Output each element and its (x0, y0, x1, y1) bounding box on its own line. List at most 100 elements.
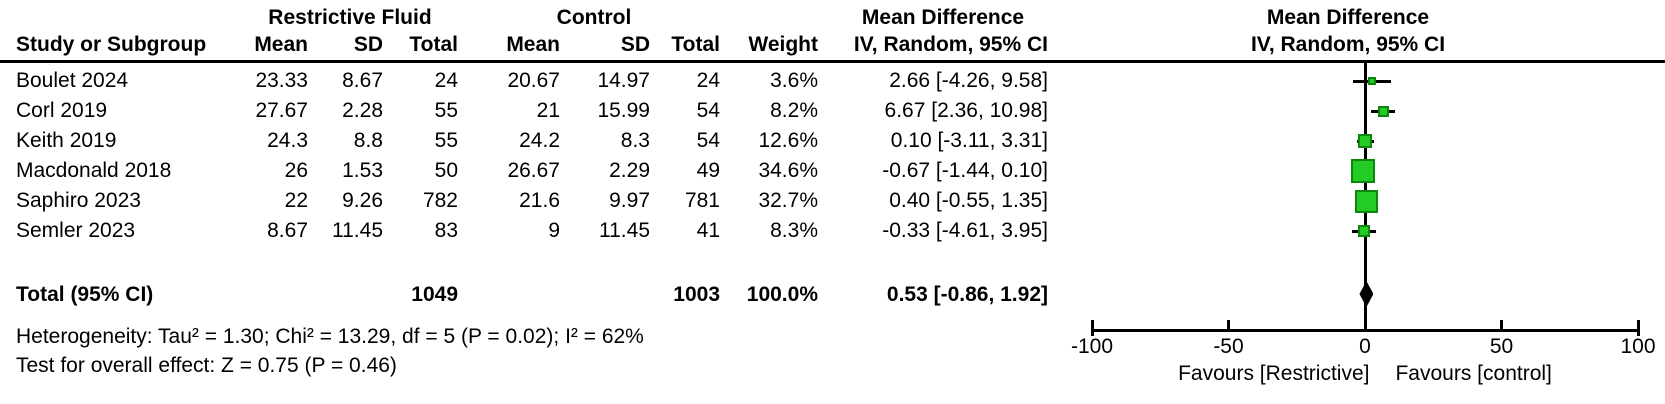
column-header-sd2: SD (620, 33, 650, 56)
favours-labels: Favours [Restrictive] Favours [control] (1085, 361, 1645, 387)
weight-value: 3.6% (770, 69, 818, 92)
table-row: Semler 2023 8.67 11.45 83 9 11.45 41 8.3… (0, 216, 1060, 246)
sd-restrictive: 11.45 (332, 219, 383, 242)
column-header-mean1: Mean (254, 33, 308, 56)
ci-text: 0.40 [-0.55, 1.35] (889, 189, 1048, 212)
column-header-ci-right: IV, Random, 95% CI (1250, 33, 1446, 56)
total-n-control: 1003 (673, 283, 720, 306)
study-label: Boulet 2024 (16, 69, 129, 92)
favours-right-label: Favours [control] (1395, 362, 1552, 385)
total-row: Total (95% CI) 1049 1003 100.0% 0.53 [-0… (0, 280, 1060, 310)
weight-value: 12.6% (758, 129, 818, 152)
mean-restrictive: 26 (284, 159, 308, 182)
sd-restrictive: 2.28 (342, 99, 383, 122)
mean-control: 21 (536, 99, 560, 122)
study-weight-marker (1358, 134, 1373, 148)
total-weight: 100.0% (746, 283, 818, 306)
axis-tick-label: 50 (1489, 335, 1514, 358)
study-weight-marker (1354, 189, 1378, 213)
axis-tick-label: 0 (1359, 335, 1371, 358)
mean-restrictive: 22 (284, 189, 308, 212)
sd-control: 15.99 (597, 99, 650, 122)
x-axis (1092, 329, 1638, 332)
table-row: Boulet 2024 23.33 8.67 24 20.67 14.97 24… (0, 66, 1060, 96)
overall-effect-text: Test for overall effect: Z = 0.75 (P = 0… (16, 354, 397, 377)
total-restrictive: 782 (422, 189, 458, 212)
mean-control: 20.67 (507, 69, 560, 92)
group-header-mean-difference-left: Mean Difference (861, 6, 1025, 29)
group-header-control: Control (556, 6, 632, 29)
mean-restrictive: 24.3 (267, 129, 308, 152)
study-label: Saphiro 2023 (16, 189, 141, 212)
study-label: Corl 2019 (16, 99, 108, 122)
total-restrictive: 83 (434, 219, 458, 242)
table-row: Macdonald 2018 26 1.53 50 26.67 2.29 49 … (0, 156, 1060, 186)
sd-restrictive: 9.26 (342, 189, 383, 212)
sd-restrictive: 1.53 (342, 159, 383, 182)
table-row: Corl 2019 27.67 2.28 55 21 15.99 54 8.2%… (0, 96, 1060, 126)
total-control: 24 (696, 69, 720, 92)
column-header-study: Study or Subgroup (16, 33, 207, 56)
total-control: 781 (684, 189, 720, 212)
sd-control: 8.3 (620, 129, 650, 152)
axis-tick (1363, 320, 1367, 329)
column-header-total2: Total (671, 33, 720, 56)
total-control: 54 (696, 129, 720, 152)
column-header-total1: Total (409, 33, 458, 56)
table-row: Saphiro 2023 22 9.26 782 21.6 9.97 781 3… (0, 186, 1060, 216)
total-control: 54 (696, 99, 720, 122)
study-weight-marker (1368, 77, 1377, 85)
total-control: 41 (696, 219, 720, 242)
total-restrictive: 55 (434, 129, 458, 152)
sd-control: 2.29 (609, 159, 650, 182)
table-row: Keith 2019 24.3 8.8 55 24.2 8.3 54 12.6%… (0, 126, 1060, 156)
total-label: Total (95% CI) (16, 283, 154, 306)
weight-value: 8.2% (770, 99, 818, 122)
study-label: Keith 2019 (16, 129, 117, 152)
mean-control: 9 (548, 219, 560, 242)
total-ci-text: 0.53 [-0.86, 1.92] (886, 283, 1048, 306)
axis-tick (1090, 320, 1094, 336)
group-header-mean-difference-right: Mean Difference (1266, 6, 1430, 29)
mean-restrictive: 27.67 (255, 99, 308, 122)
axis-tick-label: -100 (1070, 335, 1114, 358)
sd-restrictive: 8.67 (342, 69, 383, 92)
sd-control: 11.45 (599, 219, 650, 242)
sd-restrictive: 8.8 (353, 129, 383, 152)
ci-text: 0.10 [-3.11, 3.31] (890, 129, 1048, 152)
heterogeneity-text: Heterogeneity: Tau² = 1.30; Chi² = 13.29… (16, 325, 644, 348)
weight-value: 34.6% (758, 159, 818, 182)
sd-control: 9.97 (609, 189, 650, 212)
pooled-effect-diamond (1359, 281, 1374, 307)
mean-control: 26.67 (507, 159, 560, 182)
axis-tick (1227, 320, 1230, 329)
sd-control: 14.97 (597, 69, 650, 92)
total-restrictive: 55 (434, 99, 458, 122)
ci-text: -0.67 [-1.44, 0.10] (882, 159, 1048, 182)
column-header-ci-left: IV, Random, 95% CI (853, 33, 1048, 56)
header-separator-line (0, 60, 1665, 63)
total-restrictive: 50 (434, 159, 458, 182)
column-header-weight: Weight (748, 33, 818, 56)
study-label: Semler 2023 (16, 219, 136, 242)
total-control: 49 (696, 159, 720, 182)
column-header-sd1: SD (353, 33, 383, 56)
ci-text: -0.33 [-4.61, 3.95] (882, 219, 1048, 242)
study-weight-marker (1351, 159, 1376, 183)
total-restrictive: 24 (434, 69, 458, 92)
study-weight-marker (1377, 105, 1389, 117)
weight-value: 32.7% (758, 189, 818, 212)
group-header-restrictive: Restrictive Fluid (268, 6, 432, 29)
mean-control: 24.2 (519, 129, 560, 152)
ci-text: 6.67 [2.36, 10.98] (884, 99, 1048, 122)
mean-restrictive: 23.33 (255, 69, 308, 92)
mean-control: 21.6 (519, 189, 560, 212)
favours-left-label: Favours [Restrictive] (1178, 362, 1370, 385)
axis-tick (1500, 320, 1503, 329)
column-header-mean2: Mean (506, 33, 560, 56)
total-n-restrictive: 1049 (411, 283, 458, 306)
axis-tick-label: 100 (1620, 335, 1656, 358)
axis-tick-label: -50 (1213, 335, 1244, 358)
ci-text: 2.66 [-4.26, 9.58] (889, 69, 1048, 92)
